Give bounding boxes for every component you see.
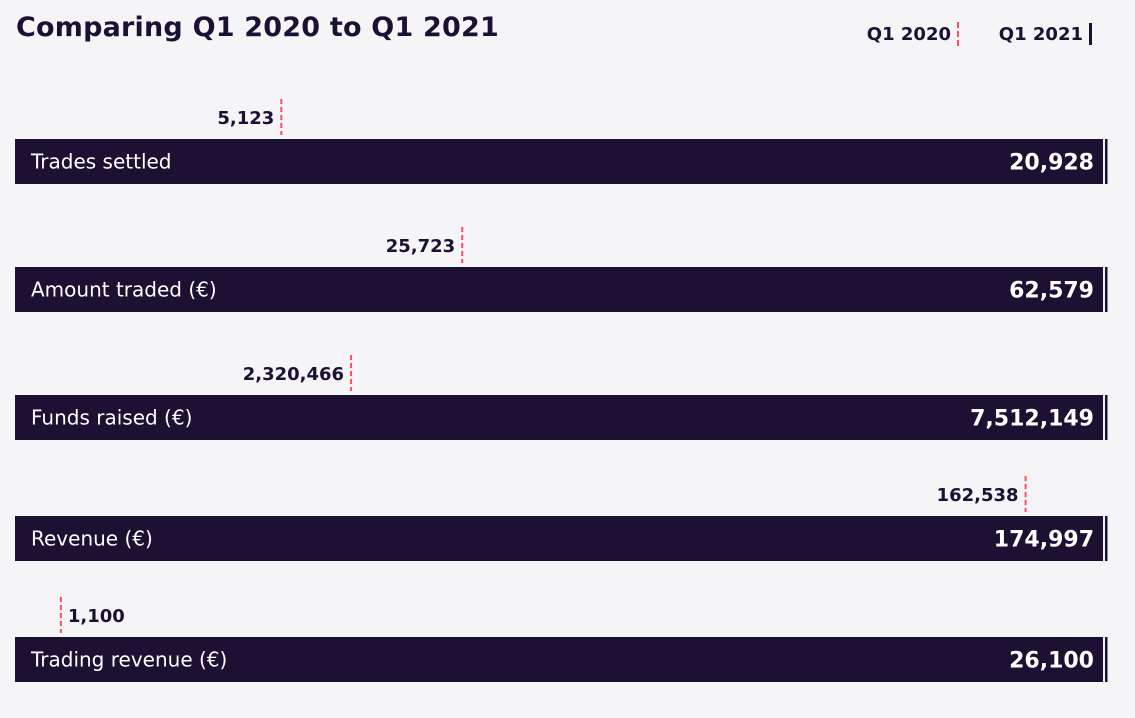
bar-q1-2021	[15, 637, 1103, 682]
value-label-q1-2020: 162,538	[937, 485, 1019, 506]
value-label-q1-2020: 2,320,466	[243, 364, 344, 385]
bar-end-marker-q1-2021	[1105, 516, 1108, 561]
category-label: Funds raised (€)	[31, 406, 192, 430]
chart-title: Comparing Q1 2020 to Q1 2021	[16, 12, 499, 43]
value-label-q1-2021: 26,100	[1009, 649, 1094, 674]
bar-end-marker-q1-2021	[1105, 139, 1108, 184]
category-label: Revenue (€)	[31, 527, 153, 551]
category-label: Trades settled	[30, 150, 172, 174]
value-label-q1-2021: 7,512,149	[970, 407, 1094, 432]
value-label-q1-2021: 174,997	[994, 528, 1094, 553]
legend-marker-solid	[1089, 23, 1092, 45]
value-label-q1-2021: 20,928	[1009, 151, 1094, 176]
bar-q1-2021	[15, 395, 1103, 440]
legend-item-q1-2021: Q1 2021	[999, 22, 1092, 46]
value-label-q1-2020: 1,100	[68, 606, 125, 627]
legend-item-q1-2020: Q1 2020	[867, 22, 959, 46]
category-label: Amount traded (€)	[31, 278, 217, 302]
legend-label-q1-2020: Q1 2020	[866, 23, 951, 45]
value-label-q1-2020: 5,123	[217, 108, 274, 129]
bar-end-marker-q1-2021	[1105, 637, 1108, 682]
bar-end-marker-q1-2021	[1105, 395, 1108, 440]
bar-end-marker-q1-2021	[1105, 267, 1108, 312]
category-label: Trading revenue (€)	[30, 648, 227, 672]
legend-marker-dashed	[957, 22, 959, 46]
legend-label-q1-2021: Q1 2021	[998, 23, 1083, 45]
bar-q1-2021	[15, 516, 1103, 561]
value-label-q1-2020: 25,723	[386, 236, 455, 257]
value-label-q1-2021: 62,579	[1009, 279, 1094, 304]
bar-q1-2021	[15, 267, 1103, 312]
bar-q1-2021	[15, 139, 1103, 184]
